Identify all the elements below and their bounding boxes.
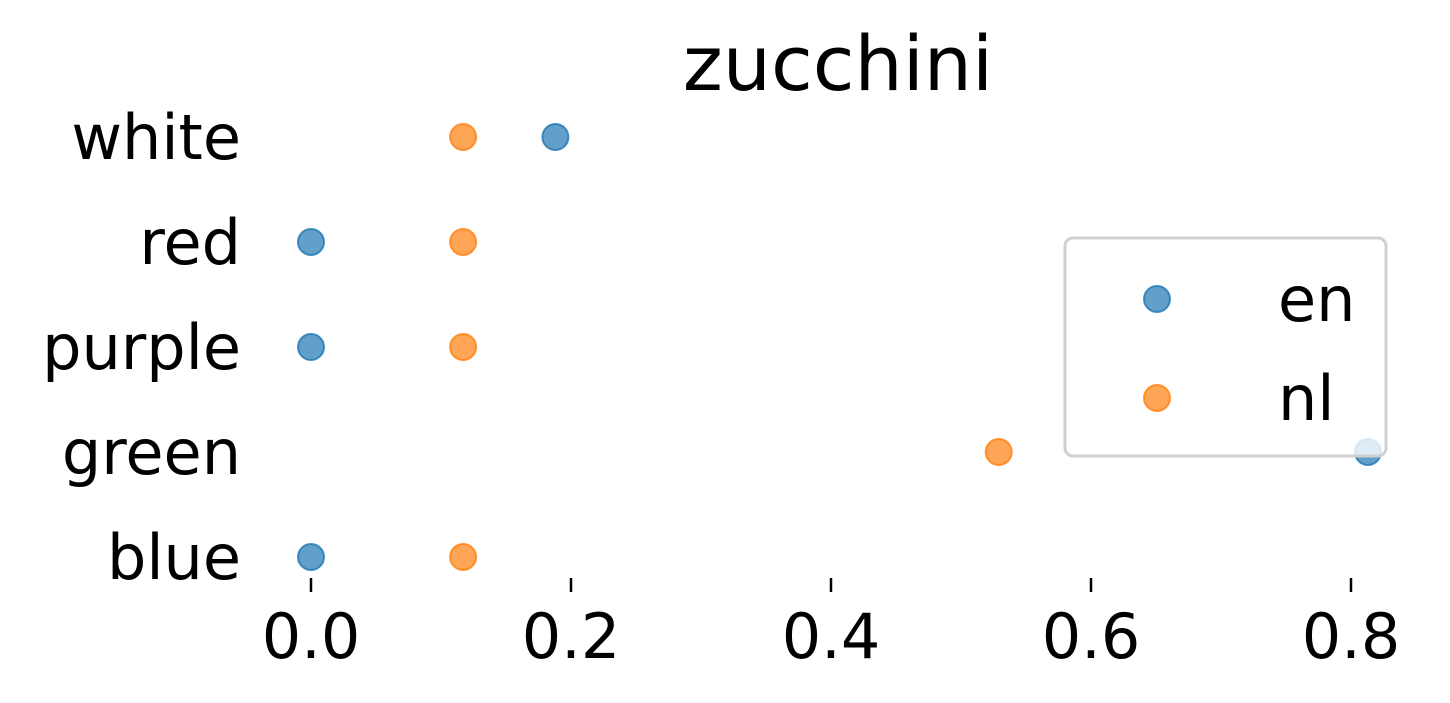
x-tick-label: 0.8 [1302,600,1401,673]
point-en-blue [297,543,325,571]
point-en-purple [297,333,325,361]
data-points [297,123,1382,571]
legend-marker-nl [1143,384,1171,412]
y-label-red: red [139,206,241,279]
point-nl-red [449,228,478,256]
point-nl-purple [449,333,478,361]
legend-label-en: en [1278,263,1355,336]
x-tick-label: 0.0 [262,600,361,673]
point-en-white [541,123,570,151]
point-en-red [297,228,325,256]
y-label-white: white [71,101,241,174]
point-nl-blue [449,543,478,571]
chart-title: zucchini [683,19,993,108]
legend-label-nl: nl [1278,362,1335,435]
y-label-purple: purple [42,311,241,384]
x-axis: 0.0 0.2 0.4 0.6 0.8 [262,578,1401,673]
point-nl-white [449,123,478,151]
y-label-green: green [62,416,241,489]
y-axis-labels: white red purple green blue [42,101,241,594]
point-nl-green [984,438,1013,466]
legend: en nl [1063,236,1388,458]
y-label-blue: blue [107,521,241,594]
x-tick-label: 0.2 [522,600,621,673]
legend-marker-en [1143,285,1171,313]
x-tick-label: 0.6 [1042,600,1141,673]
x-tick-label: 0.4 [782,600,881,673]
